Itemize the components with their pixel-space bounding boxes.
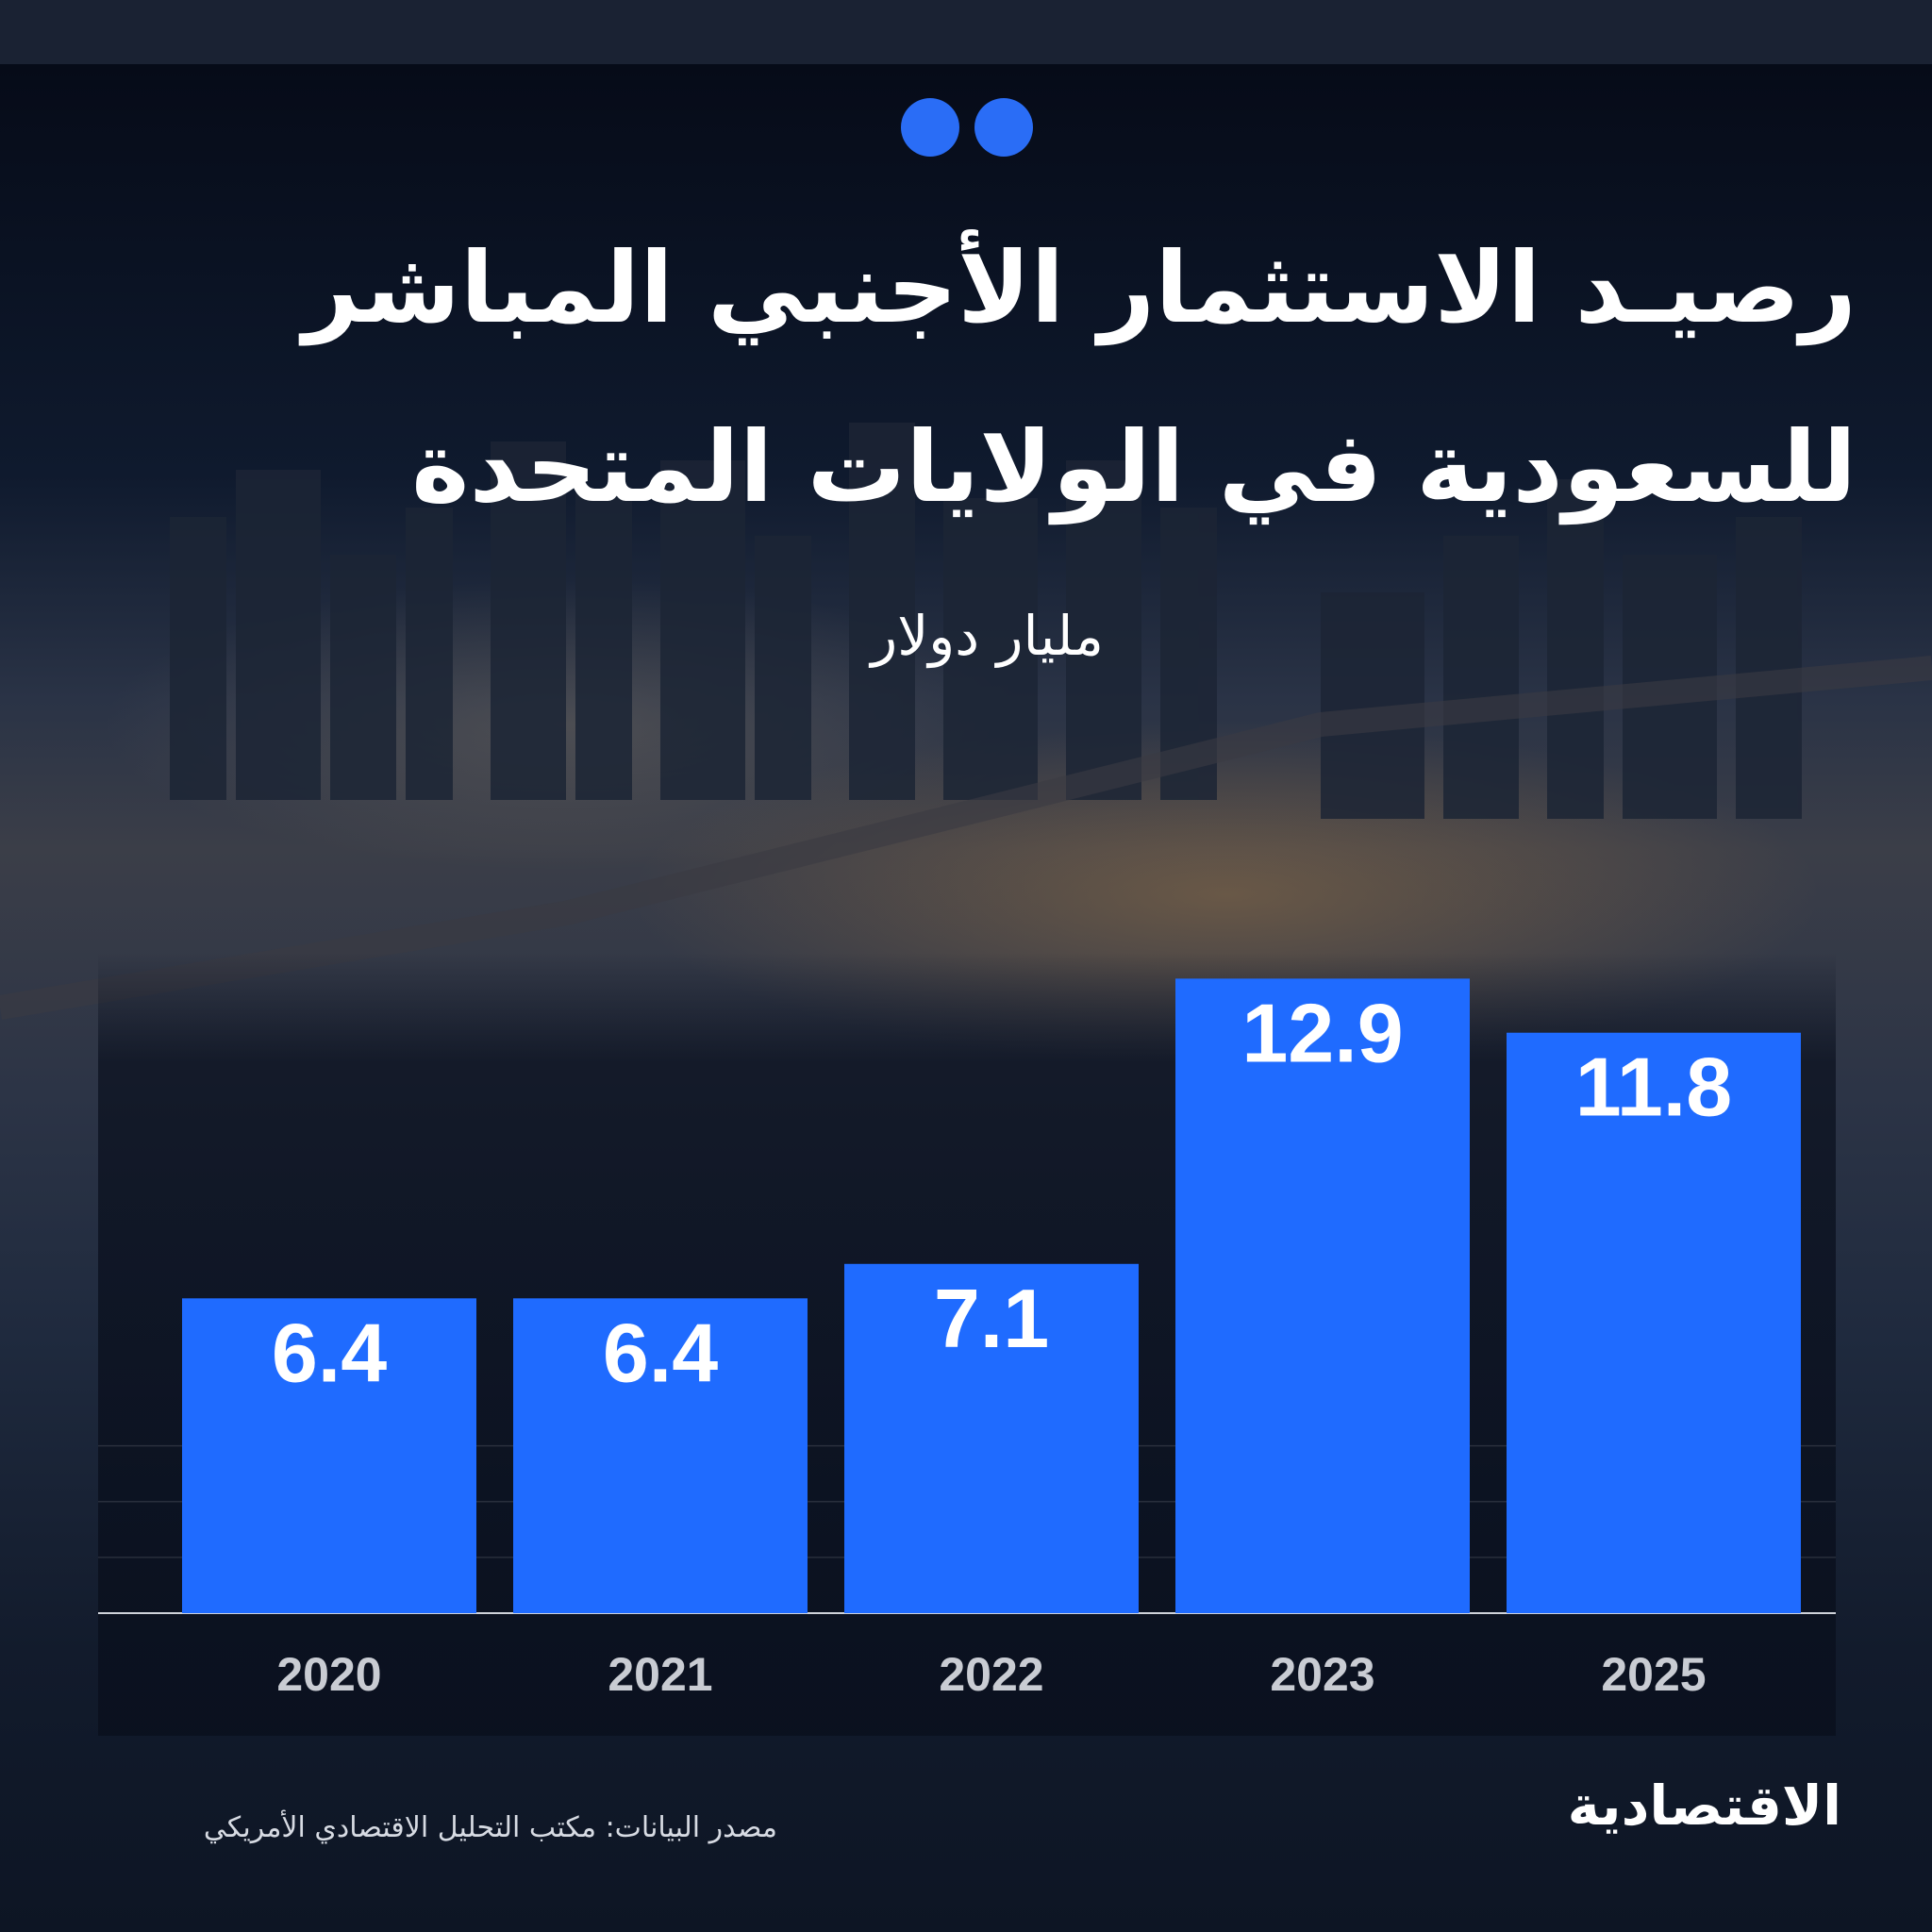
- x-tick-label-2023: 2023: [1270, 1648, 1374, 1701]
- bar-chart: 6.4 2020 6.4 2021 7.1 2022 12.9 2023 11.8 2025: [98, 978, 1836, 1701]
- data-label-2023: 12.9: [1241, 986, 1403, 1079]
- chart-panel: 6.4 2020 6.4 2021 7.1 2022 12.9 2023 11.8 2025: [98, 953, 1836, 1736]
- data-label-2025: 11.8: [1575, 1041, 1732, 1134]
- title-line-1: رصيـد الاستثمار الأجنبي المباشر: [302, 230, 1857, 345]
- data-label-2020: 6.4: [272, 1306, 387, 1399]
- bar-2021: [513, 1298, 808, 1613]
- data-label-2021: 6.4: [603, 1306, 718, 1399]
- skyline-silhouette: [0, 423, 1932, 1020]
- data-label-2022: 7.1: [934, 1272, 1049, 1365]
- decorative-dots: [901, 98, 1033, 157]
- dot-icon: [974, 98, 1033, 157]
- source-note: مصدر البيانات: مكتب التحليل الاقتصادي ال…: [203, 1811, 777, 1844]
- dot-icon: [901, 98, 959, 157]
- bar-2020: [182, 1298, 476, 1613]
- top-bar: [0, 0, 1932, 64]
- publisher-logo: الاقتصادية: [1567, 1774, 1841, 1838]
- unit-label: مليار دولار: [871, 604, 1104, 668]
- bar-2025: [1507, 1032, 1801, 1613]
- x-tick-label-2022: 2022: [939, 1648, 1043, 1701]
- x-tick-label-2025: 2025: [1601, 1648, 1706, 1701]
- x-tick-label-2020: 2020: [276, 1648, 381, 1701]
- title-line-2: للسعودية في الولايات المتحدة: [411, 409, 1857, 525]
- bar-2023: [1175, 978, 1470, 1613]
- x-tick-label-2021: 2021: [608, 1648, 712, 1701]
- bar-2022: [844, 1263, 1139, 1613]
- chart-title: رصيـد الاستثمار الأجنبي المباشر للسعودية…: [64, 198, 1857, 557]
